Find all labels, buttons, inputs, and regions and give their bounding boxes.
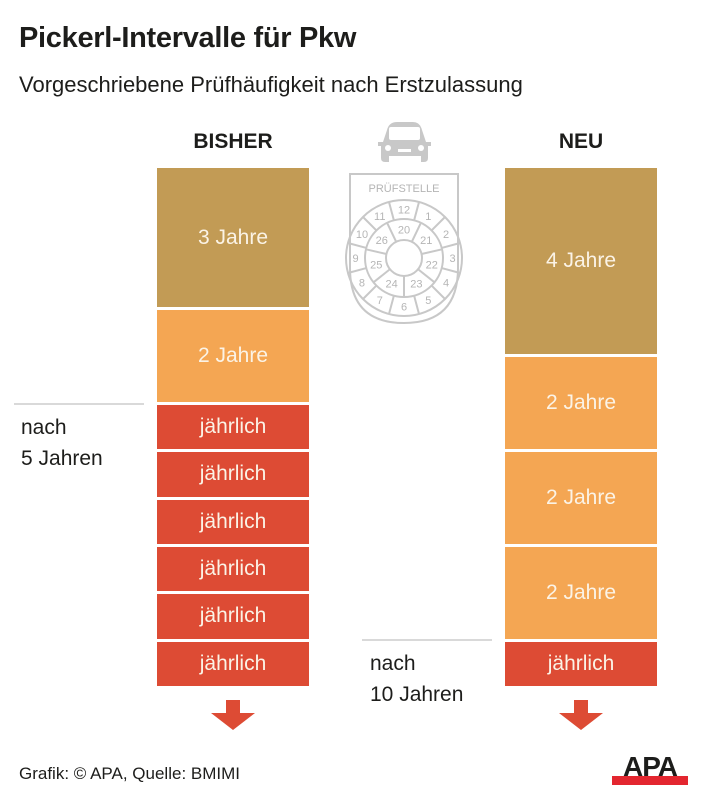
interval-segment: 2 Jahre — [157, 310, 309, 402]
badge-month-label: 3 — [449, 253, 455, 265]
interval-segment: 2 Jahre — [505, 452, 657, 544]
marker-10-years: nach 10 Jahren — [370, 648, 463, 710]
marker-10-years-line2: 10 Jahren — [370, 683, 464, 706]
interval-segment: jährlich — [157, 452, 309, 497]
interval-segment: 3 Jahre — [157, 168, 309, 308]
arrow-down-icon — [559, 700, 603, 730]
apa-logo-bar — [612, 776, 688, 785]
badge-divider — [413, 295, 420, 315]
badge-month-label: 20 — [398, 225, 410, 237]
interval-label: jährlich — [199, 509, 267, 533]
interval-segment: 4 Jahre — [505, 168, 657, 355]
badge-month-label: 26 — [376, 235, 388, 247]
interval-segment: jährlich — [157, 546, 309, 592]
interval-label: 2 Jahre — [545, 391, 617, 415]
badge-month-label: 8 — [359, 277, 365, 289]
interval-segment: 2 Jahre — [505, 357, 657, 450]
footer-credit: Grafik: © APA, Quelle: BMIMI — [19, 764, 240, 783]
interval-segment: jährlich — [157, 594, 309, 639]
badge-ring — [345, 199, 463, 317]
badge-divider — [430, 216, 446, 232]
interval-label: jährlich — [199, 604, 267, 628]
page-title: Pickerl-Intervalle für Pkw — [19, 22, 357, 54]
badge-divider — [362, 216, 378, 232]
interval-segment: 2 Jahre — [505, 546, 657, 639]
marker-5-years-line2: 5 Jahren — [21, 447, 103, 470]
car-icon — [378, 122, 431, 162]
badge-title: PRÜFSTELLE — [369, 183, 440, 195]
interval-label: 2 Jahre — [197, 343, 269, 367]
badge-month-label: 25 — [370, 259, 382, 271]
badge-divider — [441, 267, 461, 274]
badge-ring — [385, 239, 423, 277]
interval-segment: jährlich — [157, 641, 309, 686]
badge-month-label: 11 — [374, 211, 385, 223]
badge-month-label: 2 — [443, 229, 449, 241]
interval-label: 2 Jahre — [545, 580, 617, 604]
badge-divider — [347, 242, 367, 249]
interval-label: 2 Jahre — [545, 486, 617, 510]
badge-divider — [430, 284, 446, 300]
badge-month-label: 6 — [401, 302, 407, 314]
column-header-new: NEU — [558, 130, 604, 153]
badge-divider — [365, 248, 387, 255]
marker-5-years: nach 5 Jahren — [21, 412, 103, 474]
badge-month-label: 22 — [426, 259, 438, 271]
marker-line-10-years — [362, 639, 492, 641]
column-header-before: BISHER — [193, 130, 273, 153]
marker-line-5-years — [14, 403, 144, 405]
badge-divider — [372, 268, 391, 284]
badge-divider — [388, 201, 395, 221]
badge-month-label: 9 — [352, 253, 358, 265]
badge-month-label: 7 — [377, 295, 383, 307]
badge-month-label: 4 — [443, 277, 449, 289]
interval-label: jährlich — [199, 462, 267, 486]
badge-divider — [441, 242, 461, 249]
interval-label: jährlich — [547, 651, 615, 675]
badge-divider — [413, 201, 420, 221]
column-before: 3 Jahre 2 Jahre jährlich jährlich jährlich jä… — [157, 168, 309, 686]
marker-5-years-line1: nach — [21, 416, 67, 439]
marker-10-years-line1: nach — [370, 652, 416, 675]
interval-segment: jährlich — [157, 499, 309, 544]
badge-divider — [421, 248, 443, 255]
badge-divider — [410, 222, 422, 243]
badge-month-label: 23 — [410, 279, 422, 291]
interval-segment: jährlich — [505, 641, 657, 686]
badge-month-label: 5 — [425, 295, 431, 307]
badge-divider — [388, 295, 395, 315]
interval-label: jährlich — [199, 557, 267, 581]
interval-label: 3 Jahre — [197, 225, 269, 249]
badge-month-label: 1 — [425, 211, 431, 223]
interval-label: jährlich — [199, 414, 267, 438]
badge-month-label: 24 — [386, 279, 398, 291]
arrow-down-icon — [211, 700, 255, 730]
badge-divider — [386, 222, 398, 243]
page-subtitle: Vorgeschriebene Prüfhäufigkeit nach Erst… — [19, 72, 523, 97]
badge-divider — [347, 267, 367, 274]
interval-label: 4 Jahre — [545, 249, 617, 273]
badge-month-label: 10 — [356, 229, 368, 241]
badge-divider — [417, 268, 436, 284]
badge-month-label: 12 — [398, 205, 410, 217]
apa-logo: APA — [612, 752, 688, 785]
badge-divider — [362, 284, 378, 300]
interval-label: jährlich — [199, 651, 267, 675]
column-new: 4 Jahre 2 Jahre 2 Jahre 2 Jahre jährlich — [505, 168, 657, 686]
badge-month-label: 21 — [420, 235, 432, 247]
interval-segment: jährlich — [157, 404, 309, 450]
